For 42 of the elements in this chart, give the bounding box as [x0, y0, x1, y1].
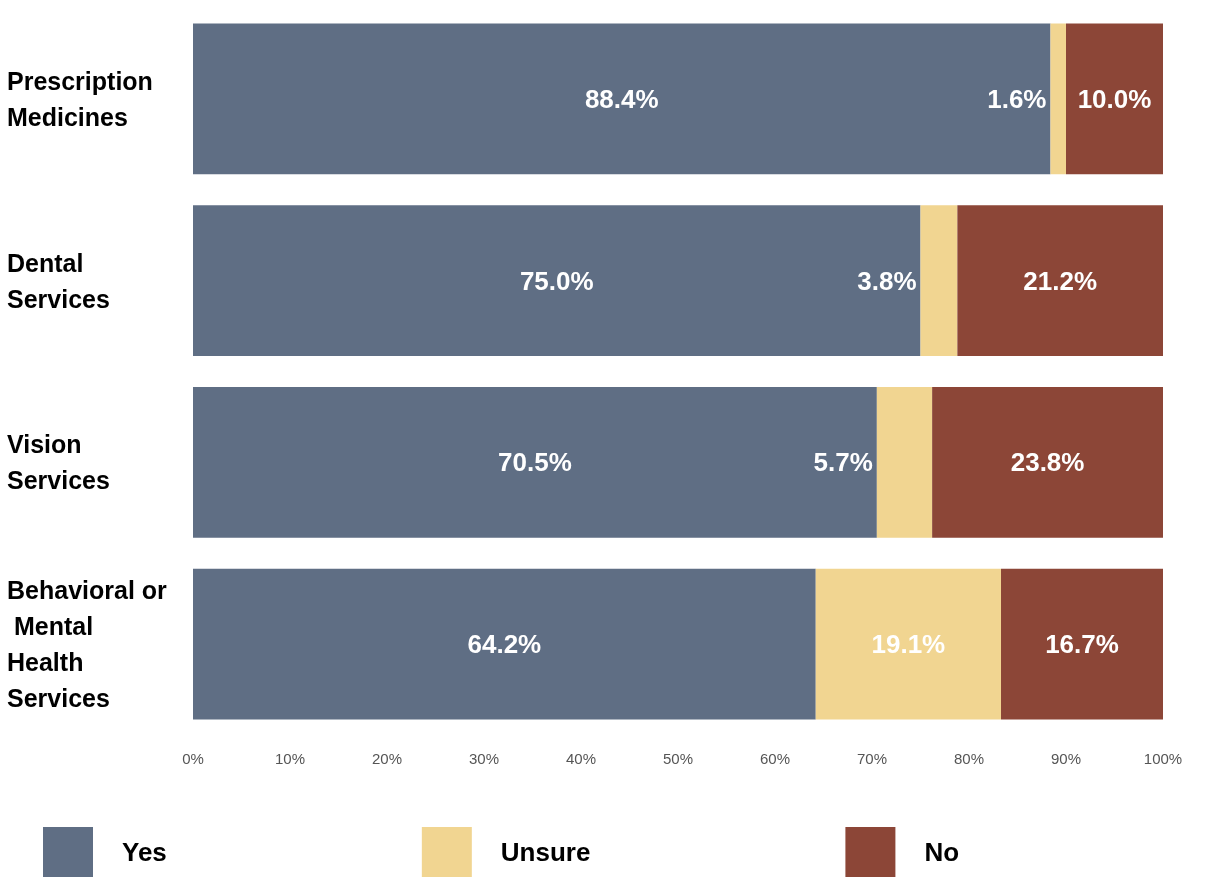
- bar: [193, 386, 877, 538]
- x-tick-label: 10%: [274, 750, 306, 767]
- x-tick-label: 90%: [1050, 750, 1082, 767]
- data-label: 23.8%: [1010, 447, 1085, 478]
- data-label: 10.0%: [1077, 83, 1152, 114]
- data-label: 16.7%: [1045, 629, 1119, 660]
- bar: [876, 386, 933, 538]
- data-label: 1.6%: [987, 83, 1047, 114]
- data-label: 19.1%: [871, 629, 946, 660]
- legend-label: Unsure: [500, 837, 591, 867]
- x-tick-label: 20%: [371, 750, 403, 767]
- bar: [957, 205, 1163, 357]
- data-label: 3.8%: [857, 265, 917, 296]
- x-tick-label: 80%: [953, 750, 985, 767]
- bar: [1066, 23, 1163, 175]
- x-tick-label: 100%: [1143, 750, 1183, 767]
- bar: [920, 205, 958, 357]
- x-tick-label: 70%: [856, 750, 888, 767]
- data-label: 88.4%: [584, 83, 659, 114]
- data-label: 64.2%: [467, 629, 542, 660]
- x-tick-label: 40%: [565, 750, 597, 767]
- data-label: 21.2%: [1023, 265, 1098, 296]
- x-tick-label: 30%: [468, 750, 500, 767]
- bar: [932, 386, 1163, 538]
- bar: [193, 205, 921, 357]
- x-tick-label: 0%: [182, 750, 204, 767]
- data-label: 5.7%: [813, 447, 873, 478]
- y-tick-label: Prescription Medicines: [7, 66, 160, 131]
- data-label: 75.0%: [519, 265, 594, 296]
- y-tick-label: Dental Services: [7, 248, 110, 313]
- bar: [1001, 568, 1163, 720]
- x-tick-label: 50%: [662, 750, 694, 767]
- y-tick-label: Vision Services: [7, 430, 110, 495]
- legend-label: Yes: [122, 837, 167, 867]
- bar: [1050, 23, 1066, 175]
- data-label: 70.5%: [498, 447, 572, 478]
- x-tick-label: 60%: [759, 750, 791, 767]
- y-tick-label: Behavioral or Mental Health Services: [7, 576, 168, 713]
- legend-label: No: [924, 837, 960, 867]
- bar: [193, 568, 816, 720]
- bar: [193, 23, 1051, 175]
- bar: [815, 568, 1002, 720]
